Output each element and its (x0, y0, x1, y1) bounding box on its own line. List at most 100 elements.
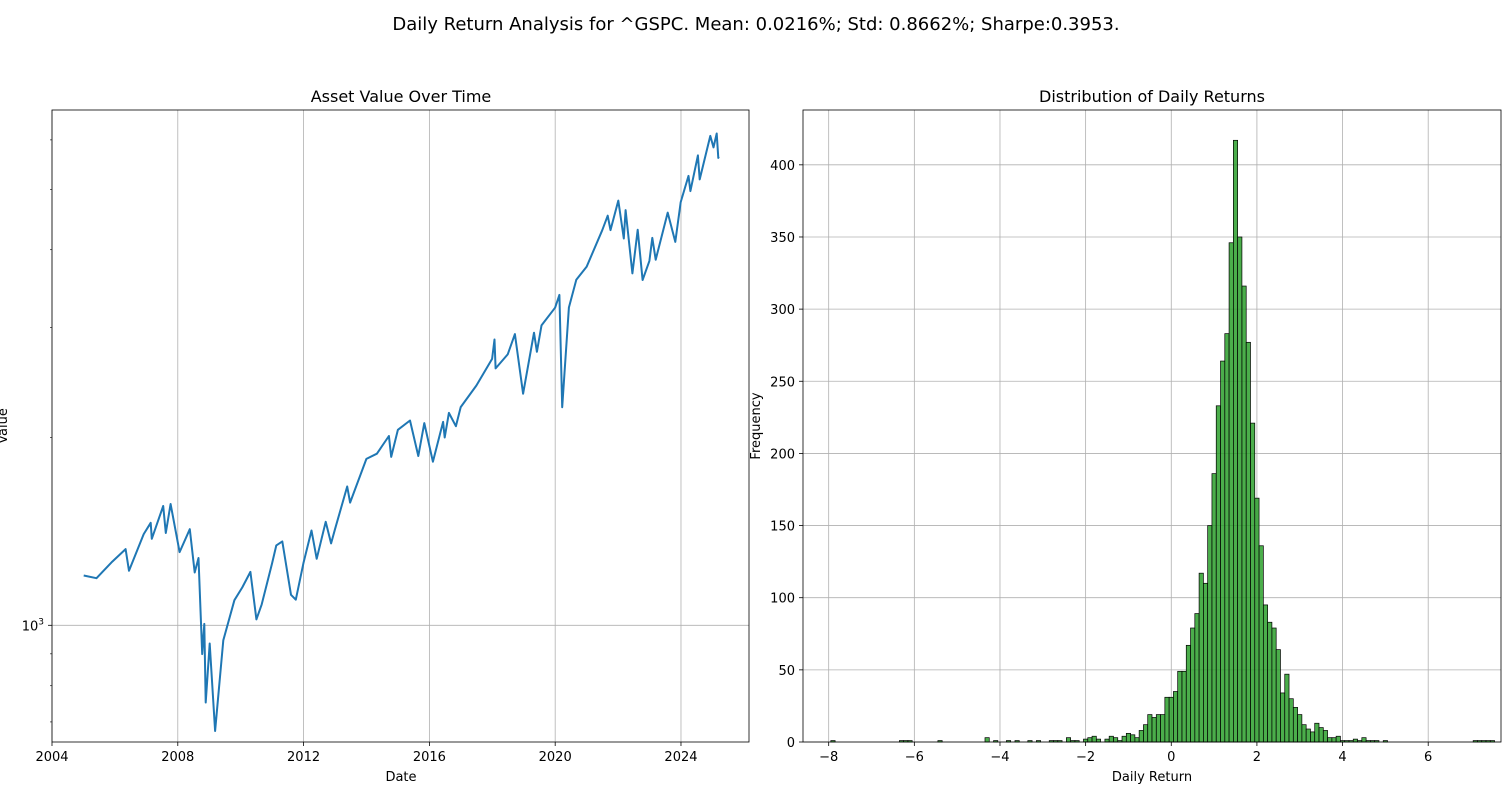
asset-value-line (83, 132, 720, 732)
histogram-bar (1190, 627, 1196, 743)
histogram-bar (1292, 707, 1298, 743)
histogram-bar (1352, 738, 1358, 743)
histogram-bar (1104, 738, 1110, 743)
line-chart-panel: Asset Value Over Time 2004 2008 2012 2016 20… (0, 87, 750, 785)
line-chart-frame (51, 109, 750, 743)
histogram-bar (1233, 139, 1238, 743)
histogram-bar (1220, 360, 1226, 743)
histogram-bar (1314, 722, 1320, 743)
histogram-bar (1185, 644, 1191, 743)
histogram-bar (1237, 236, 1243, 743)
histogram-bar (1203, 582, 1209, 743)
histogram-bar (1301, 724, 1307, 743)
histogram-y-tick-label: 400 (770, 159, 795, 174)
histogram-bar (1121, 735, 1127, 743)
histogram-x-tick-label: −4 (990, 750, 1009, 765)
histogram-bar (1262, 604, 1268, 743)
histogram-bar (1194, 613, 1200, 743)
line-chart-x-label: Date (385, 770, 416, 785)
histogram-x-tick-label: 0 (1167, 750, 1175, 765)
line-chart-x-tick-label: 2004 (35, 750, 68, 765)
histogram-y-tick-label: 350 (770, 231, 795, 246)
histogram-bar (1095, 738, 1101, 743)
histogram-bar (1335, 735, 1341, 743)
histogram-y-tick-label: 250 (770, 375, 795, 390)
histogram-bar (1331, 737, 1337, 743)
histogram-bar (984, 737, 990, 743)
histogram-bar (1310, 731, 1316, 743)
histogram-bar (1151, 717, 1157, 743)
line-chart-x-tick-label: 2008 (161, 750, 194, 765)
histogram-bar (1066, 737, 1071, 743)
histogram-bar (1207, 525, 1213, 743)
histogram-bar (1164, 696, 1170, 743)
histogram-x-tick-label: −8 (819, 750, 838, 765)
histogram-bar (1241, 285, 1247, 743)
histogram-bar (1224, 333, 1230, 743)
histogram-bar (1211, 473, 1217, 743)
histogram-bar (1288, 698, 1294, 743)
histogram-bar (1083, 738, 1089, 743)
histogram-bar (1250, 422, 1256, 743)
line-chart-title: Asset Value Over Time (311, 87, 492, 106)
histogram-bar (1271, 627, 1277, 743)
histogram-bar (1228, 242, 1234, 743)
histogram-x-tick-label: 6 (1424, 750, 1432, 765)
histogram-y-tick-label: 0 (787, 736, 795, 751)
histogram-bar (1254, 497, 1260, 743)
histogram-bar (1091, 735, 1097, 743)
histogram-bar (1143, 724, 1149, 743)
line-chart-plot-area (83, 132, 720, 732)
histogram-bar (1215, 405, 1221, 743)
histogram-bar (1168, 696, 1174, 743)
line-chart-x-ticks: 2004 2008 2012 2016 2020 2024 (35, 742, 698, 765)
histogram-bars (830, 139, 1495, 743)
line-chart-grid (51, 110, 749, 742)
histogram-y-tick-label: 100 (770, 592, 795, 607)
histogram-bar (1087, 737, 1093, 743)
histogram-x-ticks: −8 −6 −4 −2 0 2 4 6 (819, 742, 1432, 765)
histogram-y-tick-label: 150 (770, 520, 795, 535)
histogram-bar (1297, 714, 1303, 743)
histogram-x-tick-label: −6 (905, 750, 924, 765)
histogram-y-tick-label: 50 (778, 664, 795, 679)
histogram-x-tick-label: −2 (1076, 750, 1095, 765)
histogram-bar (1181, 670, 1187, 743)
line-chart-y-tick-label: 103 (22, 617, 44, 634)
histogram-bar (1305, 728, 1311, 743)
histogram-bar (1155, 714, 1161, 743)
line-chart-x-tick-label: 2020 (539, 750, 572, 765)
histogram-bar (1361, 737, 1367, 743)
histogram-bar (1147, 714, 1153, 743)
histogram-y-tick-label: 300 (770, 303, 795, 318)
histogram-x-tick-label: 2 (1253, 750, 1261, 765)
histogram-bar (1125, 732, 1131, 743)
histogram-y-tick-label: 200 (770, 447, 795, 462)
histogram-bar (1173, 691, 1179, 743)
histogram-bar (1134, 737, 1140, 743)
histogram-bar (1284, 673, 1290, 743)
histogram-bar (1267, 621, 1273, 743)
figure-title: Daily Return Analysis for ^GSPC. Mean: 0… (392, 14, 1119, 35)
histogram-grid (803, 110, 1501, 743)
histogram-y-ticks: 0 50 100 150 200 250 300 350 400 (770, 159, 803, 751)
histogram-bar (1198, 572, 1204, 743)
histogram-bar (1113, 737, 1119, 743)
histogram-bar (1160, 714, 1166, 743)
histogram-bar (1245, 341, 1251, 743)
line-chart-x-tick-label: 2024 (664, 750, 697, 765)
histogram-x-label: Daily Return (1112, 770, 1192, 785)
histogram-bar (1138, 730, 1144, 743)
histogram-bar (1322, 730, 1328, 743)
histogram-bar (1280, 692, 1286, 743)
histogram-bar (1258, 545, 1264, 743)
histogram-bar (1275, 649, 1281, 743)
line-chart-y-ticks: 103 (22, 139, 52, 723)
histogram-bar (1177, 670, 1183, 743)
histogram-bar (1130, 734, 1136, 743)
histogram-bar (1108, 735, 1114, 743)
line-chart-x-tick-label: 2016 (413, 750, 446, 765)
histogram-bar (1327, 737, 1333, 743)
histogram-title: Distribution of Daily Returns (1039, 87, 1265, 106)
